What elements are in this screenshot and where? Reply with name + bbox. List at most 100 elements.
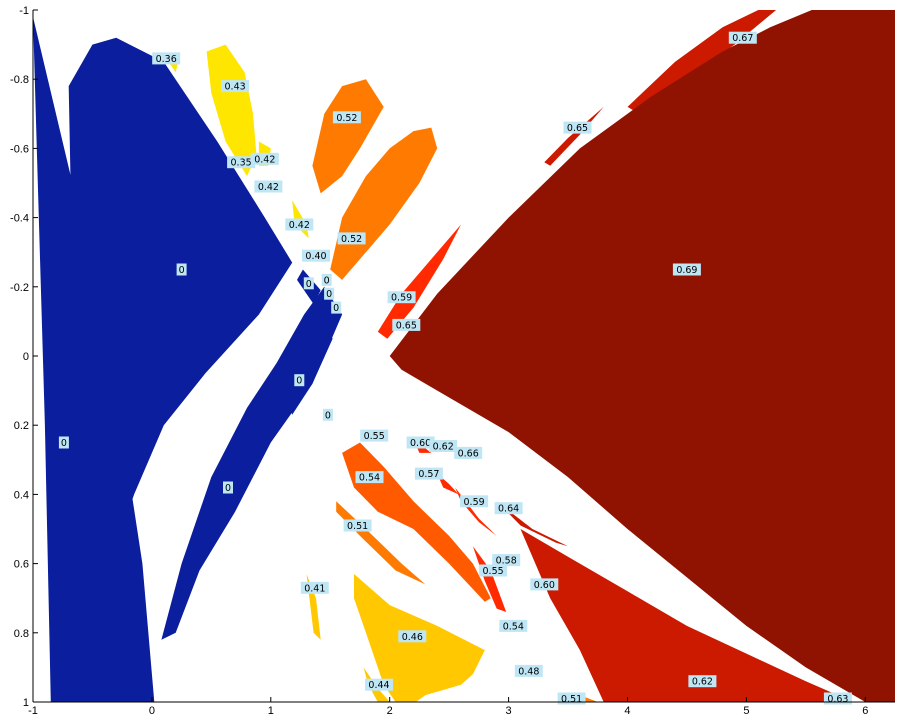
contour-label: 0.43 bbox=[221, 80, 250, 93]
contour-label-text: 0.64 bbox=[498, 504, 519, 515]
region-0_52-12 bbox=[312, 79, 384, 194]
region-0_59-16 bbox=[377, 224, 461, 339]
contour-label: 0.54 bbox=[355, 471, 384, 484]
contour-label: 0.51 bbox=[557, 692, 586, 705]
contour-label-text: 0.46 bbox=[402, 632, 423, 643]
contour-label: 0 bbox=[324, 287, 335, 300]
contour-label: 0.36 bbox=[152, 52, 181, 65]
contour-label: 0.67 bbox=[728, 31, 757, 44]
region-0-1 bbox=[68, 37, 293, 702]
contour-label-bg bbox=[563, 121, 592, 134]
contour-label-bg bbox=[728, 31, 757, 44]
contour-label: 0.63 bbox=[823, 692, 852, 705]
contour-label-text: 0 bbox=[296, 376, 302, 387]
contour-label-bg bbox=[302, 249, 330, 262]
region-0_43-6 bbox=[206, 44, 257, 177]
region-0_58-20 bbox=[472, 546, 507, 612]
contour-label-bg bbox=[223, 481, 233, 494]
contour-label-text: 0.42 bbox=[254, 154, 275, 165]
contour-label-text: 0.67 bbox=[732, 33, 753, 44]
y-tick-label: 0 bbox=[23, 351, 29, 363]
x-tick-label: 2 bbox=[387, 705, 393, 717]
contour-label-bg bbox=[322, 408, 333, 421]
contour-label-bg bbox=[303, 277, 314, 290]
contour-label: 0.66 bbox=[454, 446, 483, 459]
contour-label-text: 0.54 bbox=[503, 621, 524, 632]
contour-label: 0.62 bbox=[688, 675, 717, 688]
contour-label-text: 0.42 bbox=[289, 220, 310, 231]
contour-label-text: 0.51 bbox=[561, 694, 582, 705]
contour-label-bg bbox=[221, 80, 250, 93]
contour-label-bg bbox=[454, 446, 483, 459]
contour-label: 0 bbox=[303, 277, 314, 290]
contour-label-bg bbox=[494, 502, 523, 515]
contour-label-bg bbox=[152, 52, 181, 65]
contour-label-text: 0.62 bbox=[433, 442, 454, 453]
contour-label-bg bbox=[332, 111, 361, 124]
contour-label-text: 0.35 bbox=[231, 158, 252, 169]
contour-label-bg bbox=[492, 554, 521, 567]
contour-label-text: 0.59 bbox=[391, 293, 412, 304]
y-tick-label: -0.4 bbox=[10, 213, 29, 225]
contour-label-text: 0.66 bbox=[458, 448, 479, 459]
contour-label-text: 0 bbox=[326, 289, 332, 300]
y-tick-label: 0.4 bbox=[14, 489, 29, 501]
contour-label-bg bbox=[250, 152, 279, 165]
y-tick-label: -0.8 bbox=[10, 74, 29, 86]
contour-label: 0.48 bbox=[514, 664, 543, 677]
contour-label: 0.55 bbox=[360, 429, 389, 442]
contour-label: 0.59 bbox=[387, 291, 416, 304]
contour-labels: 0.360.430.520.650.670.35 0.420.420.420.52… bbox=[58, 31, 852, 705]
contour-label: 0 bbox=[321, 273, 332, 286]
x-tick-label: 1 bbox=[268, 705, 274, 717]
contour-label-bg bbox=[337, 232, 366, 245]
contour-label: 0.58 bbox=[492, 554, 521, 567]
contour-label-text: 0 bbox=[306, 279, 312, 290]
contour-label: 0.62 bbox=[429, 440, 458, 453]
contour-label-bg bbox=[321, 273, 332, 286]
contour-label-text: 0.44 bbox=[368, 680, 389, 691]
contour-label: 0 bbox=[223, 481, 233, 494]
contour-label-text: 0.58 bbox=[496, 556, 517, 567]
contour-label-bg bbox=[360, 429, 389, 442]
contour-label-text: 0.54 bbox=[359, 473, 380, 484]
contour-label: 0.64 bbox=[494, 502, 523, 515]
contour-label-text: 0 bbox=[225, 483, 231, 494]
contour-label-bg bbox=[300, 581, 329, 594]
contour-label: 0.42 bbox=[250, 152, 279, 165]
contour-label-bg bbox=[331, 301, 342, 314]
contour-label-text: 0.55 bbox=[483, 566, 504, 577]
contour-label: 0.65 bbox=[563, 121, 592, 134]
contour-label: 0.60 bbox=[530, 578, 559, 591]
contour-label: 0.69 bbox=[672, 263, 701, 276]
contour-label-text: 0.65 bbox=[567, 123, 588, 134]
contour-label-bg bbox=[414, 467, 443, 480]
contour-label-text: 0.43 bbox=[225, 82, 246, 93]
contour-label-text: 0.62 bbox=[692, 677, 713, 688]
x-tick-label: -1 bbox=[28, 705, 38, 717]
contour-label-text: 0.65 bbox=[396, 320, 417, 331]
contour-label-text: 0.60 bbox=[534, 580, 555, 591]
contour-label-text: 0.41 bbox=[304, 583, 325, 594]
contour-label-bg bbox=[460, 495, 489, 508]
contour-label: 0.52 bbox=[337, 232, 366, 245]
contour-label: 0.52 bbox=[332, 111, 361, 124]
contour-label-text: 0.60 bbox=[410, 438, 431, 449]
contour-label-bg bbox=[392, 318, 421, 331]
contour-label-bg bbox=[530, 578, 559, 591]
contour-label-text: 0 bbox=[333, 303, 339, 314]
contour-label: 0.42 bbox=[254, 180, 283, 193]
contour-label-text: 0.55 bbox=[364, 431, 385, 442]
contour-label-bg bbox=[343, 519, 372, 532]
contour-label-text: 0 bbox=[61, 438, 67, 449]
region-0_59-17 bbox=[455, 487, 497, 536]
contour-label-bg bbox=[355, 471, 384, 484]
contour-label-text: 0.52 bbox=[341, 234, 362, 245]
contour-label-text: 0.36 bbox=[156, 54, 177, 65]
contour-label-text: 0.42 bbox=[258, 182, 279, 193]
y-tick-label: 0.6 bbox=[14, 559, 29, 571]
contour-label-text: 0.57 bbox=[418, 469, 439, 480]
contour-label-text: 0.52 bbox=[336, 113, 357, 124]
contour-label-text: 0.69 bbox=[676, 265, 697, 276]
x-tick-label: 6 bbox=[862, 705, 868, 717]
